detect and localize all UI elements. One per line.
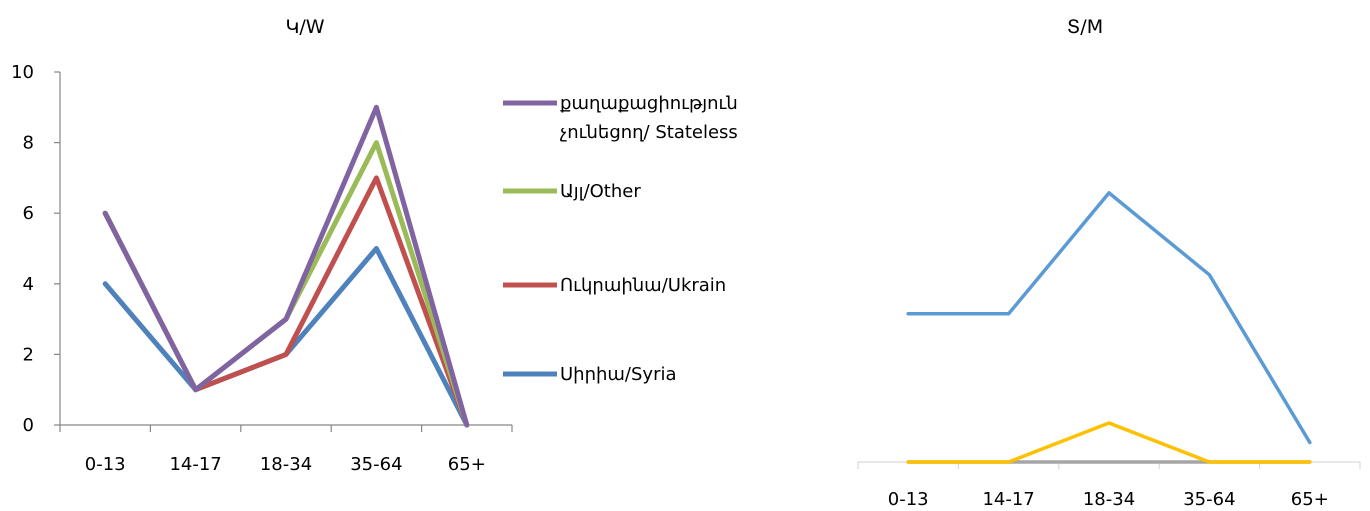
series-line-1 bbox=[102, 175, 470, 428]
legend: քաղաքացիություն չունեցող/ Stateless Այլ/Ot… bbox=[503, 93, 738, 385]
y-tick-label: 6 bbox=[23, 203, 34, 224]
x-tick-label: 0-13 bbox=[888, 489, 929, 510]
x-tick-label: 35-64 bbox=[1183, 489, 1235, 510]
x-ticks: 0-13 14-17 18-34 35-64 65+ bbox=[59, 425, 513, 475]
x-tick-label: 18-34 bbox=[260, 454, 312, 475]
chart-men: Տ/M 0-13 14-17 18-34 35-64 65+ bbox=[857, 16, 1361, 510]
x-tick-label: 35-64 bbox=[350, 454, 402, 475]
x-tick-label: 65+ bbox=[1291, 489, 1329, 510]
series-line-2 bbox=[906, 191, 1312, 445]
x-tick-label: 65+ bbox=[448, 454, 486, 475]
x-tick-label: 14-17 bbox=[169, 454, 221, 475]
legend-label: քաղաքացիություն bbox=[560, 93, 738, 114]
y-tick-label: 2 bbox=[23, 344, 34, 365]
y-tick-label: 0 bbox=[23, 415, 34, 436]
legend-label: Սիրիա/Syria bbox=[560, 364, 677, 385]
y-tick-label: 4 bbox=[23, 274, 34, 295]
series-line-3 bbox=[102, 104, 470, 428]
chart-title: Կ/W bbox=[285, 16, 324, 38]
y-tick-label: 8 bbox=[23, 133, 34, 154]
y-tick-label: 10 bbox=[11, 62, 34, 83]
x-tick-label: 0-13 bbox=[85, 454, 126, 475]
x-ticks: 0-13 14-17 18-34 35-64 65+ bbox=[857, 462, 1361, 510]
legend-label: չունեցող/ Stateless bbox=[560, 122, 738, 143]
x-tick-label: 14-17 bbox=[982, 489, 1034, 510]
legend-label: Այլ/Other bbox=[560, 181, 641, 202]
y-ticks: 0 2 4 6 8 10 bbox=[11, 62, 60, 436]
series-line-1 bbox=[906, 421, 1312, 464]
legend-label: Ուկրաինա/Ukrain bbox=[560, 275, 726, 296]
series-lines bbox=[906, 191, 1312, 464]
chart-women: Կ/W 0 2 4 6 8 10 0-13 14-17 18-34 35-64 65+ քաղաք… bbox=[11, 16, 738, 475]
chart-title: Տ/M bbox=[1067, 16, 1103, 38]
x-tick-label: 18-34 bbox=[1083, 489, 1135, 510]
series-lines bbox=[102, 104, 470, 428]
